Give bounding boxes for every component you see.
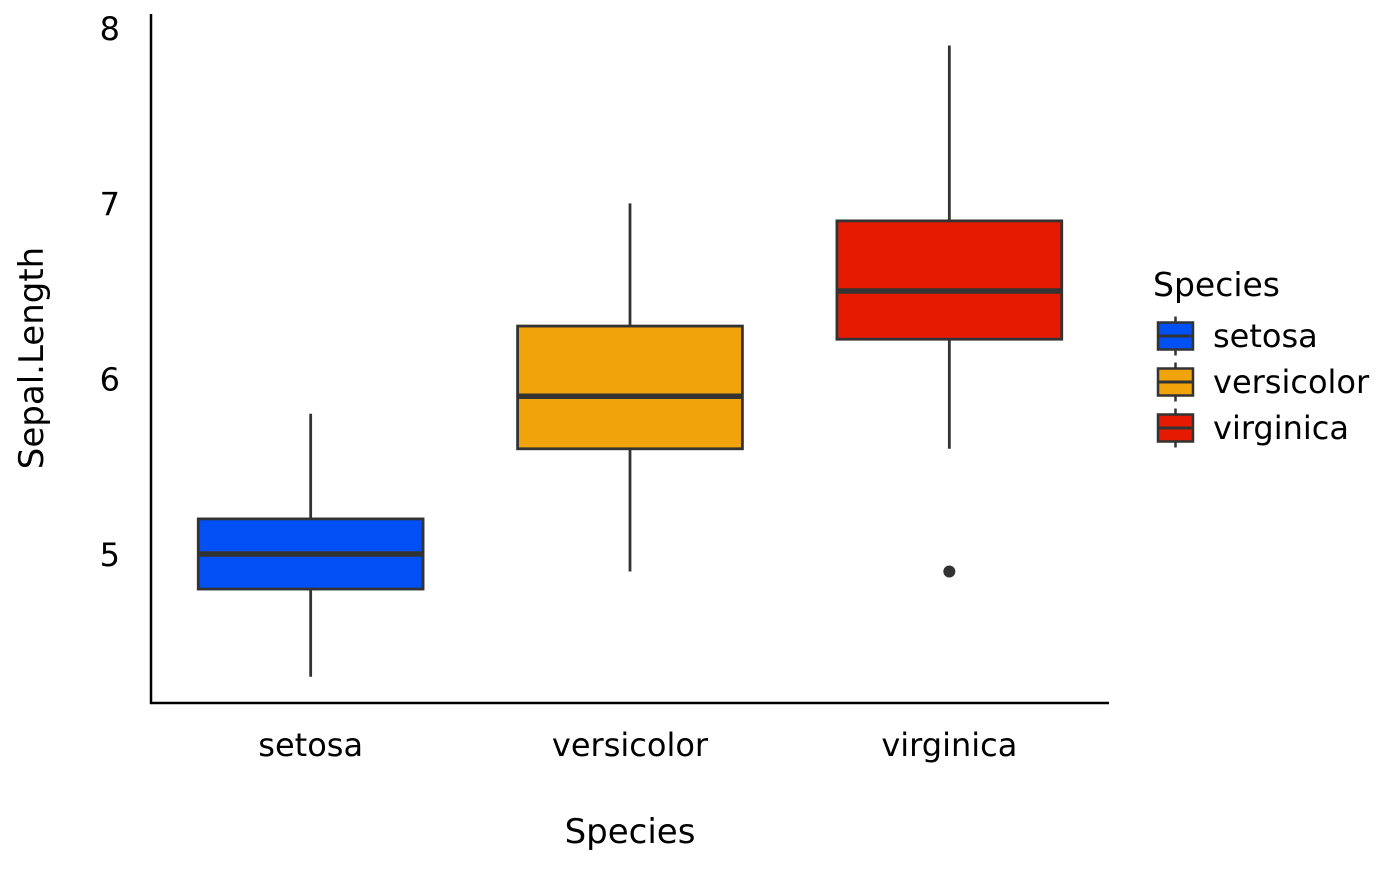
y-tick-label-5: 5: [100, 536, 120, 574]
boxes-layer: [196, 45, 1064, 677]
legend-label-versicolor: versicolor: [1213, 363, 1370, 401]
outlier-point-virginica-0: [943, 565, 956, 578]
x-tick-label-setosa: setosa: [258, 726, 363, 764]
box-versicolor: [516, 324, 744, 451]
legend-entry-versicolor: versicolor: [1156, 362, 1370, 402]
legend-label-setosa: setosa: [1213, 317, 1318, 355]
legend-title: Species: [1153, 265, 1280, 304]
box-group-versicolor: [516, 203, 744, 572]
y-axis-title: Sepal.Length: [12, 247, 52, 469]
y-tick-label-7: 7: [100, 185, 120, 223]
box-group-virginica: [835, 45, 1064, 578]
x-tick-label-versicolor: versicolor: [552, 726, 709, 764]
y-ticks-layer: 5 6 7 8: [100, 10, 120, 574]
legend-entries: setosa versicolor virginica: [1156, 316, 1370, 448]
axes-layer: [149, 14, 1109, 705]
x-tick-label-virginica: virginica: [881, 726, 1017, 764]
legend-entry-setosa: setosa: [1156, 316, 1318, 356]
box-group-setosa: [196, 413, 425, 677]
x-ticks-layer: setosa versicolor virginica: [258, 726, 1017, 764]
box-virginica: [835, 219, 1064, 341]
legend-entry-virginica: virginica: [1156, 408, 1349, 448]
y-tick-label-8: 8: [100, 10, 120, 48]
y-tick-label-6: 6: [100, 361, 120, 399]
legend: Species setosa versicolor virginica: [1153, 265, 1370, 448]
x-axis-title: Species: [565, 812, 696, 852]
legend-label-virginica: virginica: [1213, 409, 1349, 447]
